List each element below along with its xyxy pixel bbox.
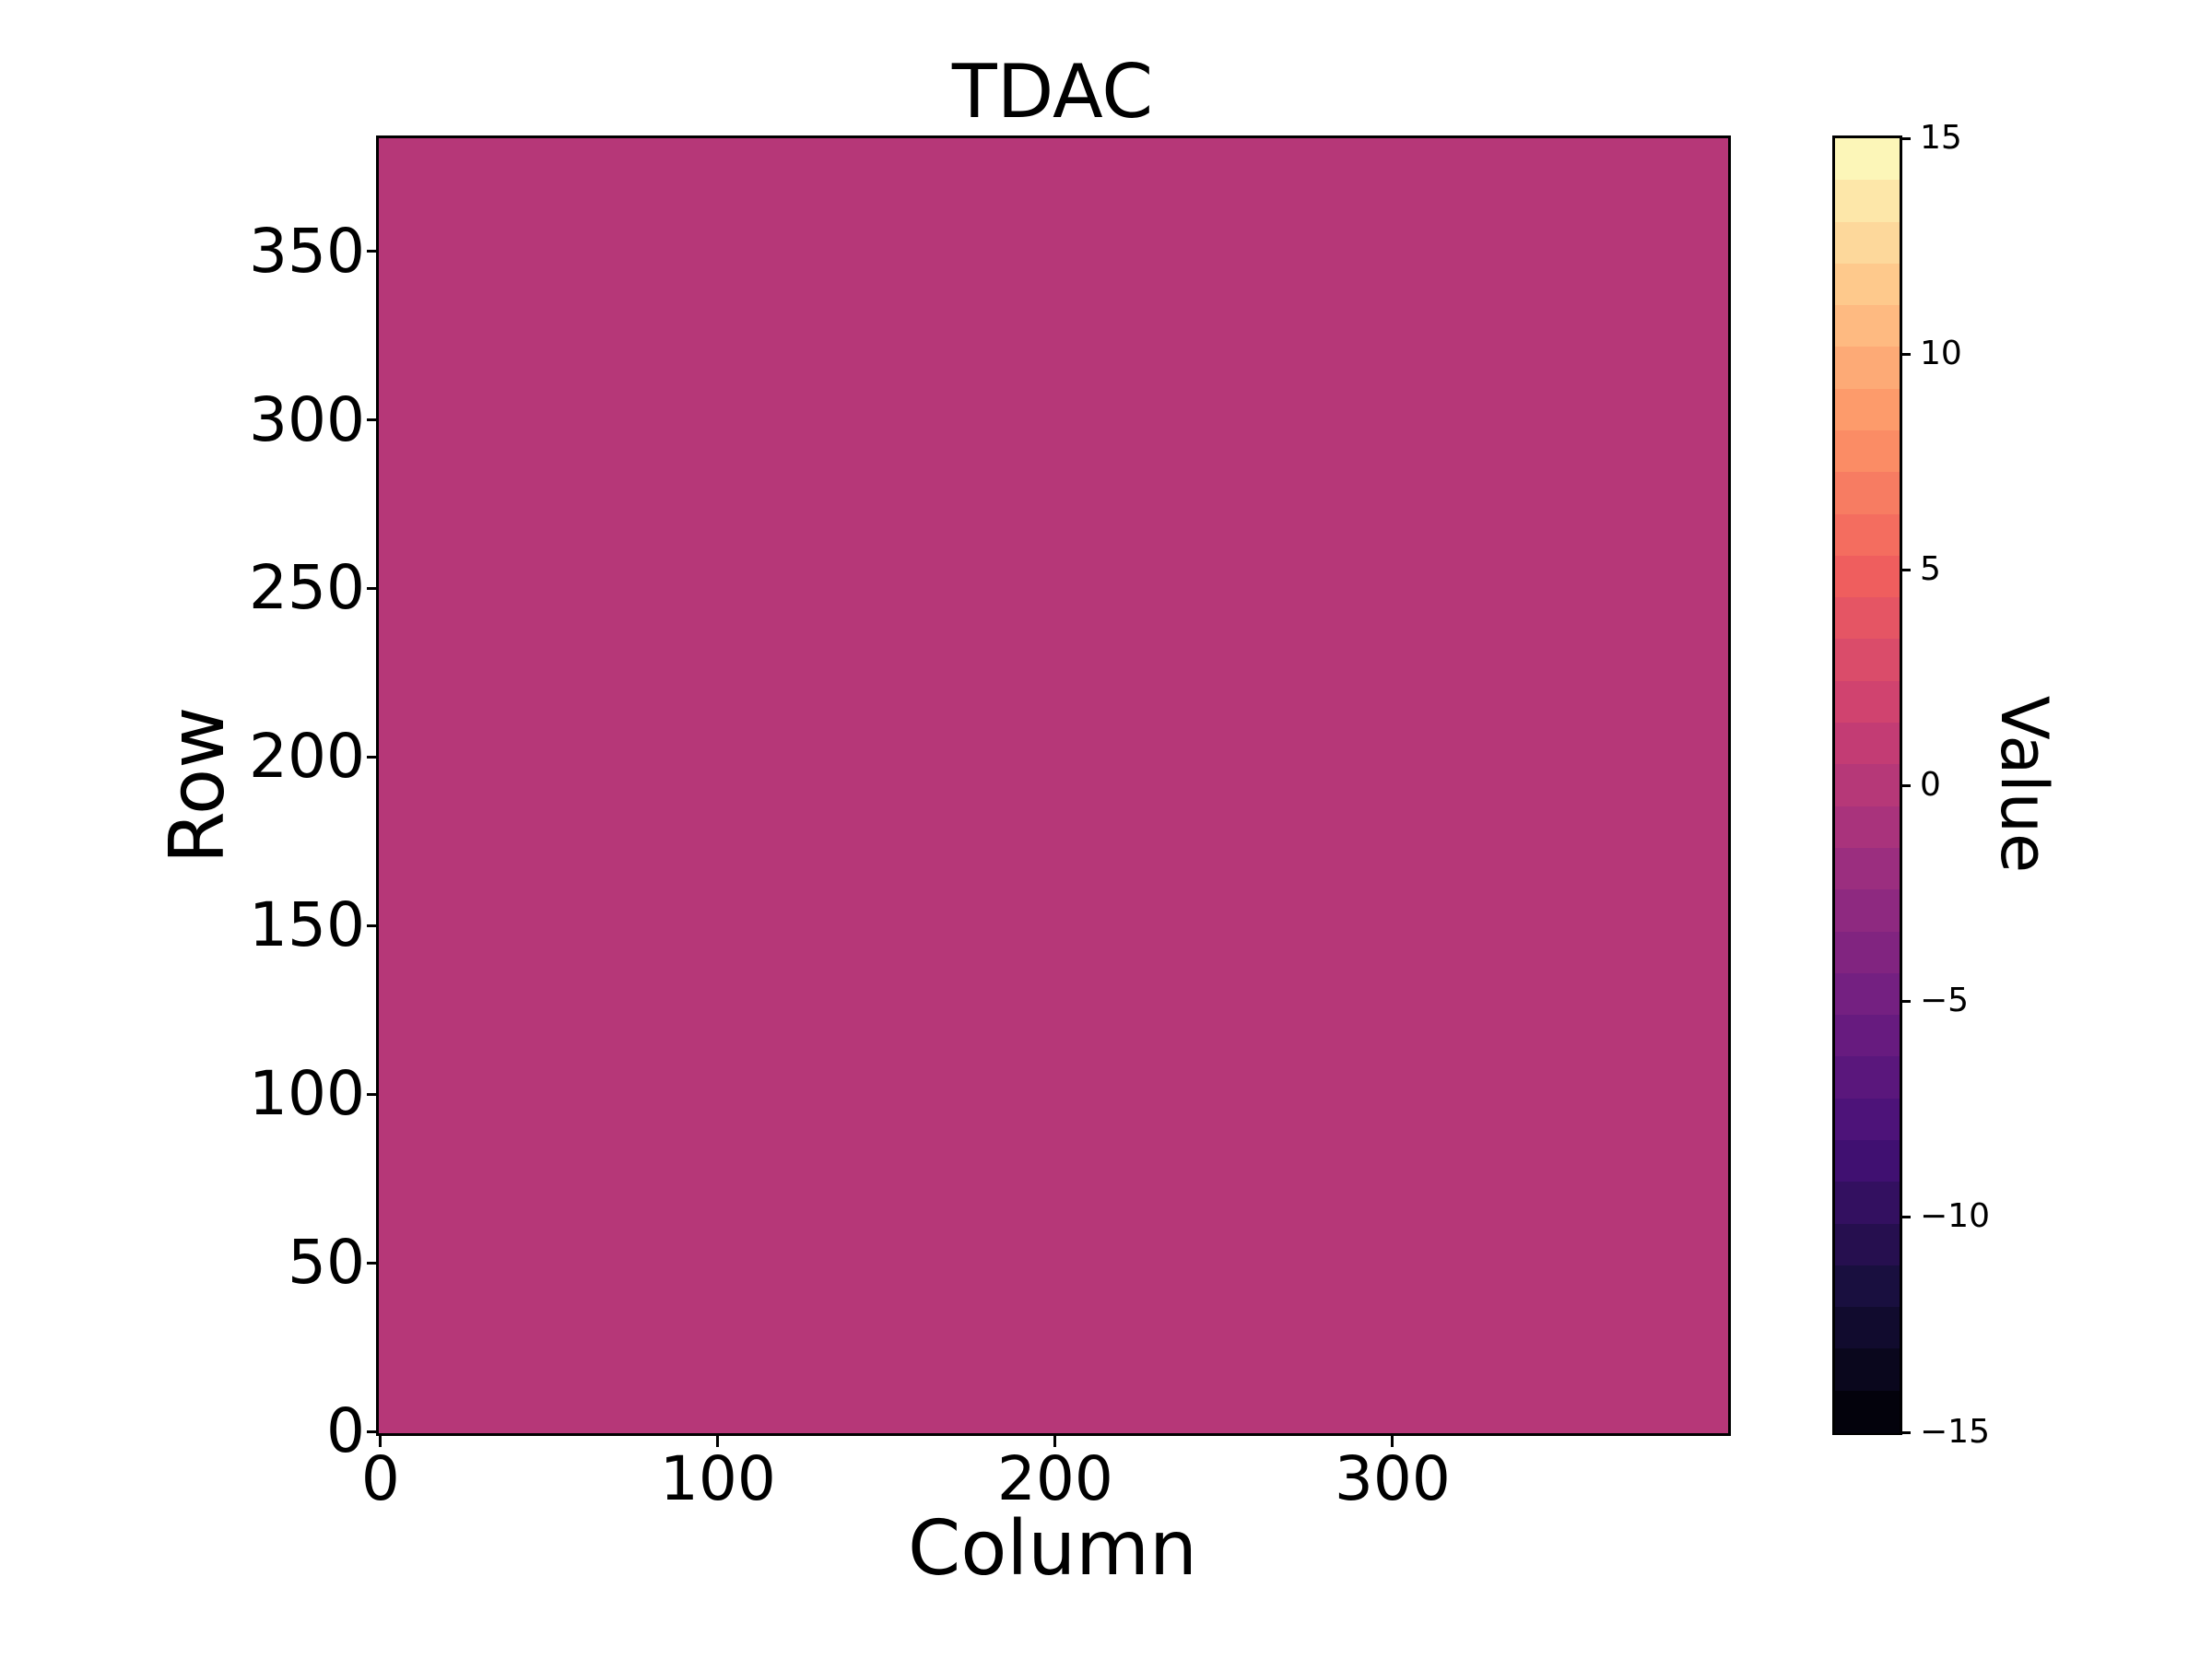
y-tick-label: 50	[288, 1227, 365, 1299]
colorbar-tick-label: 15	[1920, 119, 1962, 157]
colorbar-band	[1835, 1098, 1900, 1142]
colorbar-band	[1835, 597, 1900, 641]
x-axis-label: Column	[907, 1505, 1198, 1593]
colorbar-band	[1835, 639, 1900, 682]
colorbar-band	[1835, 931, 1900, 974]
colorbar-tick-label: −5	[1920, 982, 1970, 1019]
y-tick-label: 100	[249, 1058, 365, 1130]
colorbar-tick-mark	[1900, 352, 1911, 356]
colorbar-band	[1835, 472, 1900, 515]
colorbar-band	[1835, 1265, 1900, 1309]
colorbar-tick-label: −15	[1920, 1413, 1990, 1451]
y-tick-mark	[367, 1092, 378, 1096]
colorbar-band	[1835, 388, 1900, 432]
colorbar-tick-mark	[1900, 783, 1911, 787]
x-tick-label: 100	[659, 1443, 776, 1514]
x-tick-mark	[716, 1436, 720, 1447]
colorbar-band	[1835, 138, 1900, 182]
colorbar-band	[1835, 263, 1900, 307]
x-tick-mark	[1053, 1436, 1057, 1447]
y-tick-label: 150	[249, 889, 365, 961]
colorbar-band	[1835, 1182, 1900, 1225]
colorbar-band	[1835, 1056, 1900, 1100]
colorbar-band	[1835, 1015, 1900, 1058]
y-tick-mark	[367, 250, 378, 253]
y-tick-label: 0	[326, 1395, 365, 1467]
y-tick-label: 200	[249, 721, 365, 793]
x-tick-label: 300	[1334, 1443, 1451, 1514]
colorbar-band	[1835, 1307, 1900, 1350]
colorbar-tick-mark	[1900, 568, 1911, 571]
colorbar-tick-label: 10	[1920, 335, 1962, 372]
colorbar-band	[1835, 1390, 1900, 1434]
colorbar-label: Value	[1986, 695, 2062, 874]
colorbar-tick-label: 0	[1920, 766, 1941, 804]
x-tick-label: 0	[360, 1443, 400, 1514]
y-tick-mark	[367, 1261, 378, 1265]
y-tick-mark	[367, 418, 378, 421]
colorbar-band	[1835, 680, 1900, 724]
colorbar-band	[1835, 806, 1900, 850]
colorbar-band	[1835, 347, 1900, 390]
y-tick-label: 350	[249, 215, 365, 287]
y-tick-mark	[367, 924, 378, 927]
colorbar-tick-mark	[1900, 1430, 1911, 1434]
colorbar-band	[1835, 555, 1900, 599]
colorbar-band	[1835, 305, 1900, 348]
colorbar	[1832, 135, 1902, 1435]
colorbar-band	[1835, 764, 1900, 807]
colorbar-tick-mark	[1900, 1215, 1911, 1218]
y-tick-mark	[367, 1430, 378, 1433]
x-tick-mark	[379, 1436, 382, 1447]
colorbar-band	[1835, 1348, 1900, 1392]
colorbar-band	[1835, 221, 1900, 265]
colorbar-tick-label: 5	[1920, 550, 1941, 588]
y-tick-mark	[367, 586, 378, 590]
colorbar-band	[1835, 1223, 1900, 1266]
y-tick-label: 250	[249, 552, 365, 624]
colorbar-bands	[1835, 138, 1900, 1434]
y-axis-label: Row	[154, 706, 241, 865]
colorbar-band	[1835, 889, 1900, 933]
colorbar-band	[1835, 180, 1900, 223]
x-tick-label: 200	[996, 1443, 1113, 1514]
y-tick-mark	[367, 755, 378, 759]
colorbar-tick-label: −10	[1920, 1197, 1990, 1235]
plot-title: TDAC	[951, 49, 1154, 135]
colorbar-band	[1835, 847, 1900, 891]
colorbar-band	[1835, 513, 1900, 558]
colorbar-band	[1835, 430, 1900, 474]
colorbar-band	[1835, 723, 1900, 766]
colorbar-tick-mark	[1900, 136, 1911, 140]
y-tick-label: 300	[249, 383, 365, 455]
colorbar-band	[1835, 972, 1900, 1017]
heatmap-plot-area	[376, 135, 1731, 1436]
colorbar-band	[1835, 1139, 1900, 1183]
colorbar-tick-mark	[1900, 999, 1911, 1003]
x-tick-mark	[1391, 1436, 1394, 1447]
